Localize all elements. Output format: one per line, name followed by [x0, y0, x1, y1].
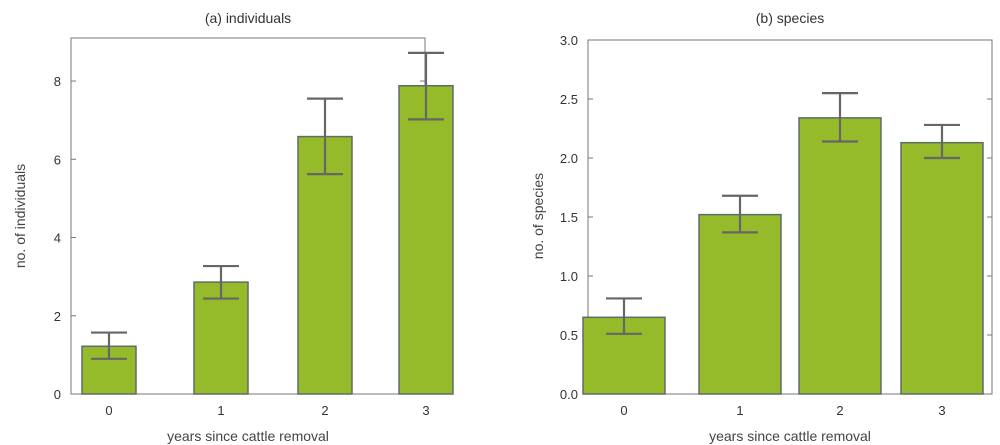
y-tick-label: 2.0 [560, 151, 578, 166]
y-tick-label: 4 [54, 231, 61, 246]
bar [698, 213, 782, 395]
x-tick-label: 2 [321, 403, 328, 418]
y-axis-label: no. of individuals [12, 164, 28, 268]
y-tick-label: 0 [54, 387, 61, 402]
x-tick-label: 3 [938, 403, 945, 418]
x-tick-label: 0 [620, 403, 627, 418]
panel-species: (b) species years since cattle removal n… [530, 10, 993, 444]
bar [398, 84, 454, 395]
y-tick-label: 2.5 [560, 92, 578, 107]
y-tick-label: 1.5 [560, 210, 578, 225]
x-tick-label: 3 [422, 403, 429, 418]
x-axis-label: years since cattle removal [709, 428, 871, 444]
y-tick-label: 0.5 [560, 328, 578, 343]
panel-individuals: (a) individuals years since cattle remov… [12, 10, 454, 444]
bar [193, 281, 249, 395]
bar [900, 141, 984, 395]
bar [297, 135, 353, 395]
x-tick-label: 0 [105, 403, 112, 418]
y-axis-label: no. of species [530, 173, 546, 259]
y-tick-label: 8 [54, 74, 61, 89]
x-tick-label: 1 [736, 403, 743, 418]
x-axis-label: years since cattle removal [167, 428, 329, 444]
chart-title: (b) species [756, 10, 824, 26]
y-tick-label: 2 [54, 309, 61, 324]
y-tick-label: 3.0 [560, 33, 578, 48]
y-tick-label: 0.0 [560, 387, 578, 402]
chart-title: (a) individuals [205, 10, 291, 26]
bar [798, 117, 882, 395]
x-tick-label: 1 [217, 403, 224, 418]
x-tick-label: 2 [836, 403, 843, 418]
y-tick-label: 6 [54, 152, 61, 167]
y-tick-label: 1.0 [560, 269, 578, 284]
